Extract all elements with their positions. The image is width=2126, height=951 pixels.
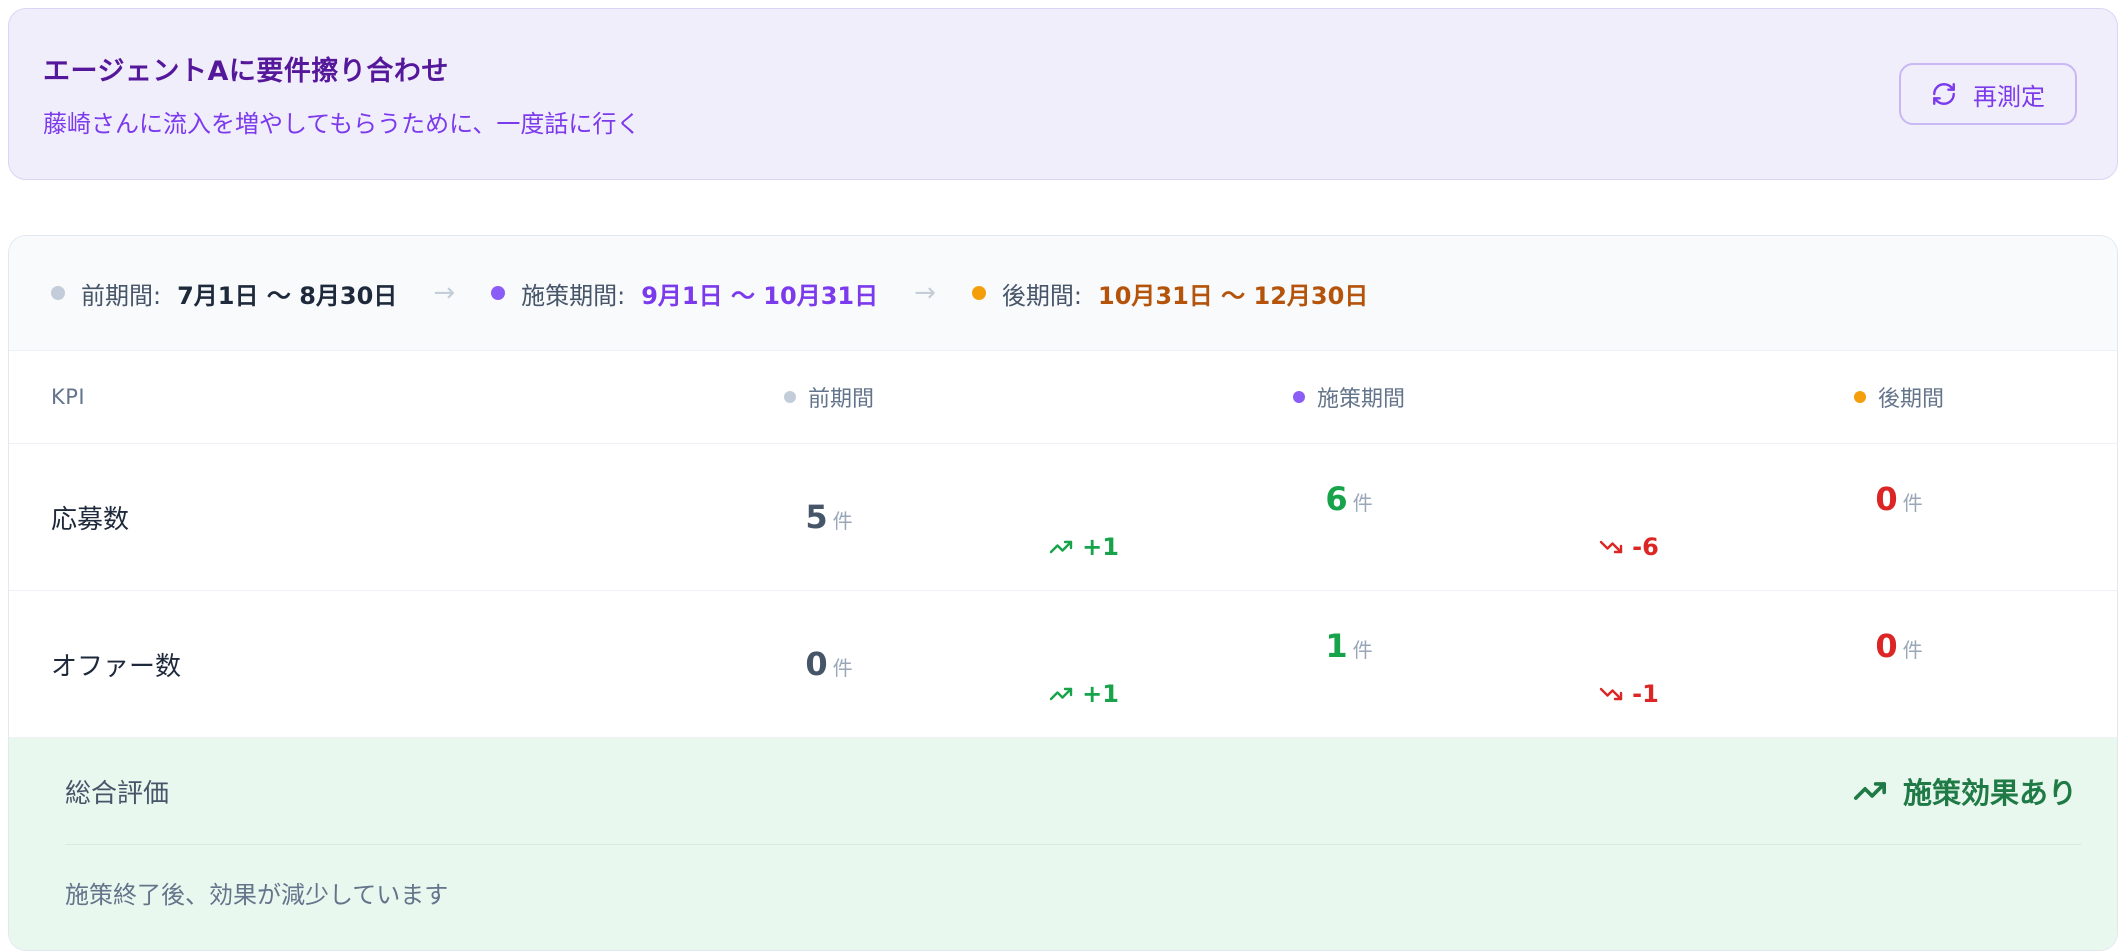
trending-up-icon <box>1049 535 1073 559</box>
delta-value: +1 <box>1082 533 1119 561</box>
arrow-right-icon: → <box>914 278 936 308</box>
value-unit: 件 <box>1352 491 1373 515</box>
value-unit: 件 <box>1352 638 1373 662</box>
trending-down-icon <box>1599 535 1623 559</box>
during-period-dot-icon <box>491 286 506 300</box>
overall-evaluation-section: 総合評価 施策効果あり 施策終了後、効果が減少しています <box>9 738 2117 950</box>
during-period-value-cell: 1 件 <box>1325 627 1372 665</box>
post-period-value: 0 <box>1875 480 1898 518</box>
value-unit: 件 <box>832 509 853 533</box>
during-period-range: 9月1日 〜 10月31日 <box>641 281 879 310</box>
during-period-label: 施策期間: <box>521 281 626 310</box>
legend-item-post-period: 後期間: 10月31日 〜 12月30日 <box>971 276 1369 311</box>
measurement-card: 前期間: 7月1日 〜 8月30日 → 施策期間: 9月1日 〜 10月31日 … <box>8 235 2118 951</box>
delta-during-to-post: -6 <box>1599 533 1659 561</box>
task-banner-text: エージェントAに要件擦り合わせ 藤崎さんに流入を増やしてもらうために、一度話に行… <box>43 49 640 139</box>
kpi-column-header: KPI <box>51 385 86 409</box>
delta-value: -6 <box>1632 533 1659 561</box>
summary-note: 施策終了後、効果が減少しています <box>65 881 449 909</box>
effect-verdict: 施策効果あり <box>1853 770 2077 812</box>
pre-period-dot-icon <box>51 286 65 300</box>
post-period-value-cell: 0 件 <box>1875 627 1922 665</box>
post-period-dot-icon <box>1853 391 1866 403</box>
post-period-column-label: 後期間 <box>1877 387 1944 412</box>
summary-divider <box>65 844 2081 845</box>
value-unit: 件 <box>832 656 853 680</box>
pre-period-value-cell: 0 件 <box>805 645 852 683</box>
during-period-column-label: 施策期間 <box>1316 387 1405 412</box>
value-unit: 件 <box>1902 491 1923 515</box>
pre-period-range: 7月1日 〜 8月30日 <box>177 281 398 310</box>
trending-up-icon <box>1049 682 1073 706</box>
pre-period-dot-icon <box>783 391 796 403</box>
kpi-row-applications: 応募数 5 件 +1 6 件 -6 0 件 <box>9 444 2117 591</box>
kpi-name: 応募数 <box>51 504 130 535</box>
post-period-value-cell: 0 件 <box>1875 480 1922 518</box>
during-period-dot-icon <box>1292 391 1305 403</box>
refresh-icon <box>1931 81 1957 107</box>
delta-pre-to-during: +1 <box>1049 680 1119 708</box>
during-period-column-header: 施策期間 <box>1292 381 1405 413</box>
period-legend: 前期間: 7月1日 〜 8月30日 → 施策期間: 9月1日 〜 10月31日 … <box>9 236 2117 351</box>
value-unit: 件 <box>1902 638 1923 662</box>
post-period-label: 後期間: <box>1001 281 1082 310</box>
pre-period-value: 5 <box>805 498 828 536</box>
remeasure-button[interactable]: 再測定 <box>1899 63 2077 125</box>
pre-period-column-header: 前期間 <box>783 381 874 413</box>
legend-item-during-period: 施策期間: 9月1日 〜 10月31日 <box>491 276 878 311</box>
legend-item-pre-period: 前期間: 7月1日 〜 8月30日 <box>51 276 397 311</box>
task-subtitle: 藤崎さんに流入を増やしてもらうために、一度話に行く <box>43 110 641 138</box>
post-period-range: 10月31日 〜 12月30日 <box>1098 281 1369 310</box>
pre-period-value-cell: 5 件 <box>805 498 852 536</box>
kpi-row-offers: オファー数 0 件 +1 1 件 -1 0 <box>9 591 2117 738</box>
task-title: エージェントAに要件擦り合わせ <box>43 56 449 87</box>
post-period-value: 0 <box>1875 627 1898 665</box>
pre-period-column-label: 前期間 <box>807 387 874 412</box>
pre-period-value: 0 <box>805 645 828 683</box>
delta-pre-to-during: +1 <box>1049 533 1119 561</box>
trending-up-icon <box>1853 774 1887 808</box>
trending-down-icon <box>1599 682 1623 706</box>
effect-verdict-label: 施策効果あり <box>1902 776 2077 810</box>
during-period-value: 1 <box>1325 627 1348 665</box>
overall-evaluation-label: 総合評価 <box>65 778 170 809</box>
during-period-value: 6 <box>1325 480 1348 518</box>
task-banner: エージェントAに要件擦り合わせ 藤崎さんに流入を増やしてもらうために、一度話に行… <box>8 8 2118 180</box>
remeasure-button-label: 再測定 <box>1973 82 2045 111</box>
overall-evaluation-row: 総合評価 施策効果あり <box>9 738 2117 844</box>
during-period-value-cell: 6 件 <box>1325 480 1372 518</box>
delta-value: -1 <box>1632 680 1659 708</box>
post-period-column-header: 後期間 <box>1853 381 1944 413</box>
delta-value: +1 <box>1082 680 1119 708</box>
post-period-dot-icon <box>971 286 986 300</box>
delta-during-to-post: -1 <box>1599 680 1659 708</box>
kpi-table-header: KPI 前期間 施策期間 後期間 <box>9 351 2117 444</box>
arrow-right-icon: → <box>433 278 456 308</box>
kpi-name: オファー数 <box>51 651 182 682</box>
pre-period-label: 前期間: <box>81 281 162 310</box>
